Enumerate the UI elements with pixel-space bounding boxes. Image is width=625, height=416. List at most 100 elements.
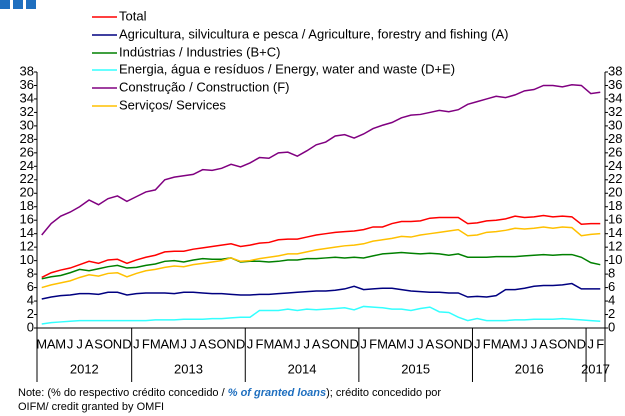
- x-tick-label: M: [36, 336, 47, 351]
- note: Note: (% do respectivo crédito concedido…: [18, 387, 441, 399]
- legend-label: Total: [119, 8, 147, 23]
- y2-tick-label: 32: [608, 104, 622, 119]
- x-tick-label: O: [217, 336, 227, 351]
- x-tick-label: J: [76, 336, 83, 351]
- y-tick-label: 26: [20, 144, 34, 159]
- y-tick-label: 20: [20, 185, 34, 200]
- series-line: [41, 282, 601, 300]
- x-tick-label: M: [510, 336, 521, 351]
- x-tick-label: M: [150, 336, 161, 351]
- logo-block: [26, 0, 36, 9]
- x-tick-label: F: [596, 336, 604, 351]
- y-tick-label: 18: [20, 198, 34, 213]
- y-tick-label: 8: [27, 266, 34, 281]
- y2-tick-label: 26: [608, 144, 622, 159]
- x-tick-label: J: [304, 336, 311, 351]
- y2-tick-label: 16: [608, 212, 622, 227]
- x-tick-label: J: [408, 336, 415, 351]
- year-label: 2017: [581, 361, 610, 376]
- x-tick-label: N: [454, 336, 463, 351]
- x-tick-label: J: [360, 336, 367, 351]
- legend-label: Energia, água e resíduos / Energy, water…: [119, 61, 455, 76]
- y2-tick-label: 2: [608, 306, 615, 321]
- y2-tick-label: 28: [608, 131, 622, 146]
- x-tick-label: O: [444, 336, 454, 351]
- x-tick-label: F: [255, 336, 263, 351]
- x-tick-label: D: [463, 336, 472, 351]
- logo-block: [13, 0, 23, 9]
- legend-label: Construção / Construction (F): [119, 79, 290, 94]
- x-tick-label: N: [340, 336, 349, 351]
- y-tick-label: 34: [20, 90, 34, 105]
- y-tick-label: 36: [20, 77, 34, 92]
- y2-tick-label: 34: [608, 90, 622, 105]
- y-tick-label: 4: [27, 292, 34, 307]
- x-tick-label: M: [264, 336, 275, 351]
- y2-tick-label: 8: [608, 266, 615, 281]
- logo-block: [0, 0, 10, 9]
- x-tick-label: A: [539, 336, 548, 351]
- year-label: 2012: [70, 361, 99, 376]
- x-tick-label: S: [94, 336, 103, 351]
- series-line: [41, 251, 601, 280]
- y-tick-label: 12: [20, 239, 34, 254]
- y2-tick-label: 0: [608, 319, 615, 334]
- x-tick-label: M: [169, 336, 180, 351]
- legend-label: Agricultura, silvicultura e pesca / Agri…: [119, 26, 508, 41]
- x-tick-label: O: [330, 336, 340, 351]
- series-line: [41, 84, 601, 236]
- x-tick-label: A: [274, 336, 283, 351]
- y-tick-label: 24: [20, 158, 34, 173]
- year-label: 2015: [401, 361, 430, 376]
- x-tick-label: J: [417, 336, 424, 351]
- y2-tick-label: 14: [608, 225, 622, 240]
- series-line: [41, 305, 601, 325]
- x-tick-label: M: [55, 336, 66, 351]
- year-label: 2013: [174, 361, 203, 376]
- x-tick-label: A: [47, 336, 56, 351]
- x-tick-label: J: [247, 336, 254, 351]
- x-tick-label: M: [396, 336, 407, 351]
- x-tick-label: J: [190, 336, 197, 351]
- y-tick-label: 30: [20, 117, 34, 132]
- y2-tick-label: 20: [608, 185, 622, 200]
- x-tick-label: D: [236, 336, 245, 351]
- x-tick-label: J: [294, 336, 301, 351]
- y-tick-label: 0: [27, 319, 34, 334]
- series-line: [41, 214, 601, 279]
- y-tick-label: 10: [20, 252, 34, 267]
- x-tick-label: J: [67, 336, 74, 351]
- y-tick-label: 6: [27, 279, 34, 294]
- x-tick-label: F: [483, 336, 491, 351]
- x-tick-label: A: [312, 336, 321, 351]
- y2-tick-label: 10: [608, 252, 622, 267]
- y-tick-label: 22: [20, 171, 34, 186]
- note: OIFM/ credit granted by OMFI: [18, 401, 164, 413]
- y-tick-label: 14: [20, 225, 34, 240]
- x-tick-label: N: [226, 336, 235, 351]
- x-tick-label: A: [388, 336, 397, 351]
- x-tick-label: S: [549, 336, 558, 351]
- x-tick-label: M: [491, 336, 502, 351]
- y-tick-label: 28: [20, 131, 34, 146]
- y2-tick-label: 6: [608, 279, 615, 294]
- x-tick-label: N: [113, 336, 122, 351]
- x-tick-label: J: [133, 336, 140, 351]
- x-tick-label: A: [160, 336, 169, 351]
- x-tick-label: O: [103, 336, 113, 351]
- x-tick-label: J: [531, 336, 538, 351]
- x-tick-label: A: [426, 336, 435, 351]
- year-label: 2014: [288, 361, 317, 376]
- x-tick-label: S: [208, 336, 217, 351]
- x-tick-label: A: [501, 336, 510, 351]
- y-tick-label: 16: [20, 212, 34, 227]
- x-tick-label: N: [567, 336, 576, 351]
- y2-tick-label: 36: [608, 77, 622, 92]
- legend-label: Serviços/ Services: [119, 97, 226, 112]
- x-tick-label: F: [142, 336, 150, 351]
- y-tick-label: 38: [20, 63, 34, 78]
- legend-label: Indústrias / Industries (B+C): [119, 44, 280, 59]
- x-tick-label: M: [377, 336, 388, 351]
- x-tick-label: O: [557, 336, 567, 351]
- year-label: 2016: [515, 361, 544, 376]
